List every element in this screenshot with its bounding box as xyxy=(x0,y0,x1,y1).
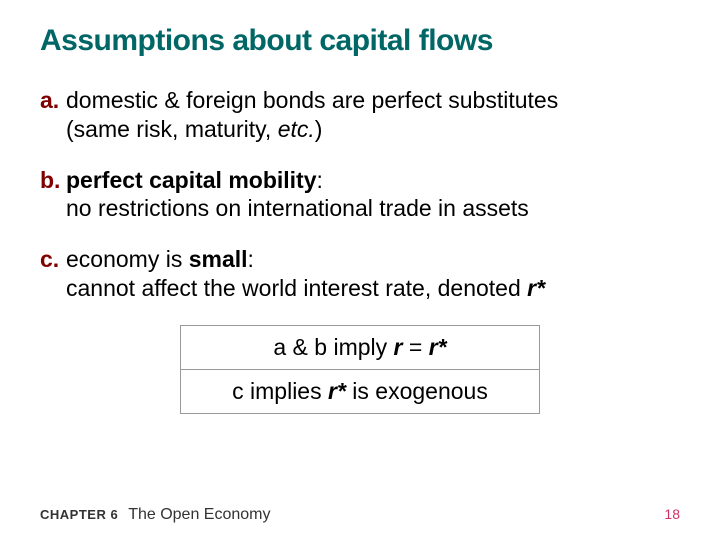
item-c-bold: small xyxy=(189,246,248,272)
item-a-marker: a. xyxy=(40,86,66,115)
box-row2-suffix: is exogenous xyxy=(346,378,488,404)
slide-title: Assumptions about capital flows xyxy=(40,24,680,58)
item-b: b.perfect capital mobility: no restricti… xyxy=(40,166,680,224)
item-b-colon: : xyxy=(317,167,323,193)
box-row1-eq: = xyxy=(402,334,428,360)
chapter-label: CHAPTER 6 xyxy=(40,507,118,522)
item-c-rstar: r* xyxy=(527,275,545,301)
box-row1-rstar: r* xyxy=(429,334,447,360)
item-b-line2: no restrictions on international trade i… xyxy=(66,195,529,221)
item-c-prefix: economy is xyxy=(66,246,189,272)
slide: Assumptions about capital flows a.domest… xyxy=(0,0,720,540)
box-row-1: a & b imply r = r* xyxy=(181,326,539,369)
footer-left: CHAPTER 6 The Open Economy xyxy=(40,506,270,524)
item-a-line2-prefix: (same risk, maturity, xyxy=(66,116,278,142)
page-number: 18 xyxy=(664,506,680,522)
item-b-marker: b. xyxy=(40,166,66,195)
item-a-etc: etc. xyxy=(278,116,315,142)
item-c-colon: : xyxy=(248,246,254,272)
item-a-line1: domestic & foreign bonds are perfect sub… xyxy=(66,87,558,113)
implication-box: a & b imply r = r* c implies r* is exoge… xyxy=(180,325,540,414)
implication-box-wrap: a & b imply r = r* c implies r* is exoge… xyxy=(40,325,680,414)
item-a-line2-suffix: ) xyxy=(315,116,323,142)
item-c-marker: c. xyxy=(40,245,66,274)
box-row-2: c implies r* is exogenous xyxy=(181,369,539,413)
item-c: c.economy is small: cannot affect the wo… xyxy=(40,245,680,303)
box-row1-prefix: a & b imply xyxy=(273,334,393,360)
item-a: a.domestic & foreign bonds are perfect s… xyxy=(40,86,680,144)
footer: CHAPTER 6 The Open Economy 18 xyxy=(40,506,680,524)
item-b-bold: perfect capital mobility xyxy=(66,167,317,193)
box-row2-prefix: c implies xyxy=(232,378,328,404)
box-row2-rstar: r* xyxy=(328,378,346,404)
chapter-title: The Open Economy xyxy=(128,506,270,523)
item-c-line2-prefix: cannot affect the world interest rate, d… xyxy=(66,275,527,301)
